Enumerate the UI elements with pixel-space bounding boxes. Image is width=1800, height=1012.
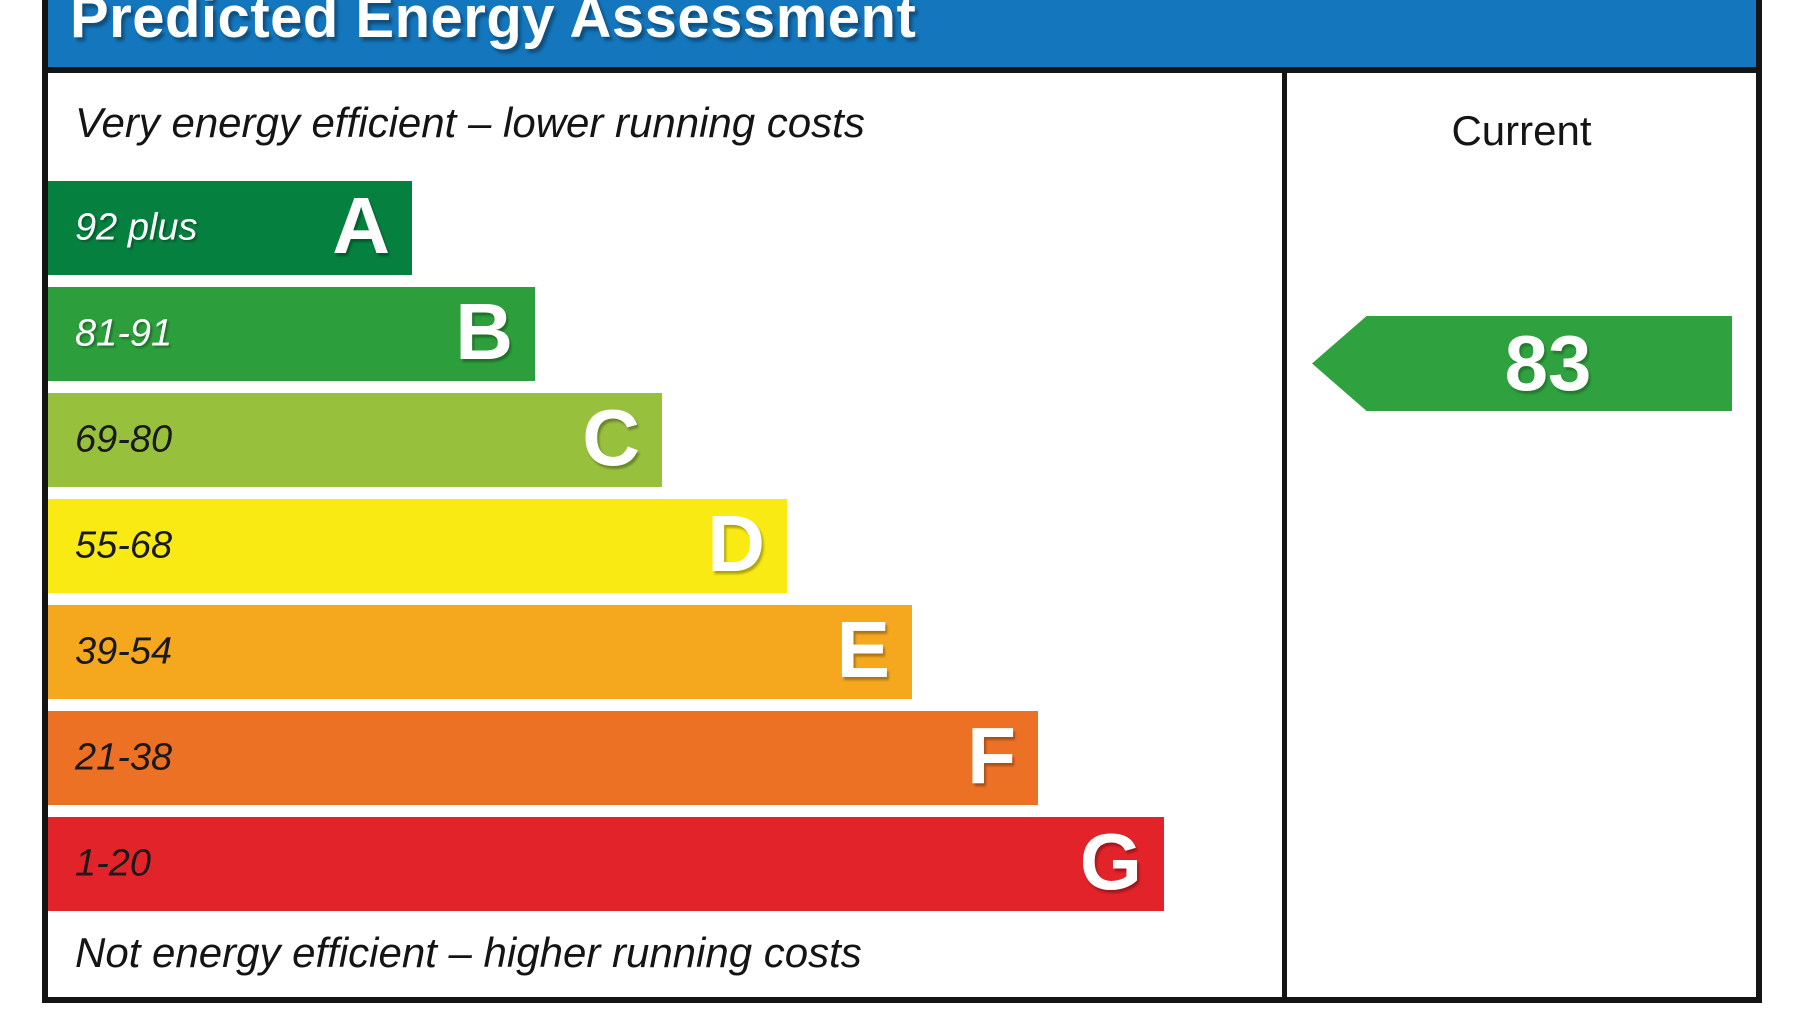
band-letter: D — [707, 499, 765, 589]
band-range-label: 81-91 — [75, 312, 173, 355]
current-column-header: Current — [1451, 107, 1592, 154]
band-letter: G — [1079, 817, 1142, 907]
band-B: 81-91 B — [48, 287, 535, 381]
band-letter: C — [582, 393, 640, 483]
bottom-note: Not energy efficient – higher running co… — [75, 929, 862, 976]
band-range-label: 69-80 — [75, 418, 173, 461]
band-range-label: 21-38 — [75, 736, 173, 779]
current-rating-arrow: 83 — [1312, 316, 1732, 411]
top-note: Very energy efficient – lower running co… — [75, 99, 865, 146]
band-A: 92 plus A — [48, 181, 412, 275]
page-title: Predicted Energy Assessment — [70, 0, 917, 50]
band-letter: F — [967, 711, 1016, 801]
band-D: 55-68 D — [48, 499, 787, 593]
current-rating-value: 83 — [1504, 319, 1592, 407]
band-range-label: 39-54 — [75, 630, 173, 673]
band-E: 39-54 E — [48, 605, 912, 699]
band-range-label: 92 plus — [75, 206, 198, 249]
band-F: 21-38 F — [48, 711, 1038, 805]
band-letter: A — [332, 181, 390, 271]
chart-header: Predicted Energy Assessment — [48, 0, 1756, 73]
band-range-label: 55-68 — [75, 524, 173, 567]
band-letter: E — [836, 605, 890, 695]
band-C: 69-80 C — [48, 393, 662, 487]
chart-frame: Predicted Energy Assessment Very energy … — [42, 0, 1762, 1003]
band-letter: B — [455, 287, 513, 377]
band-G: 1-20 G — [48, 817, 1164, 911]
bands: 92 plus A 81-91 B 69-80 C 55-68 D 39-54 E 21-38 F 1-… — [48, 181, 1164, 923]
chart-body: Very energy efficient – lower running co… — [48, 73, 1756, 997]
column-divider — [1282, 73, 1287, 997]
band-range-label: 1-20 — [75, 842, 152, 885]
